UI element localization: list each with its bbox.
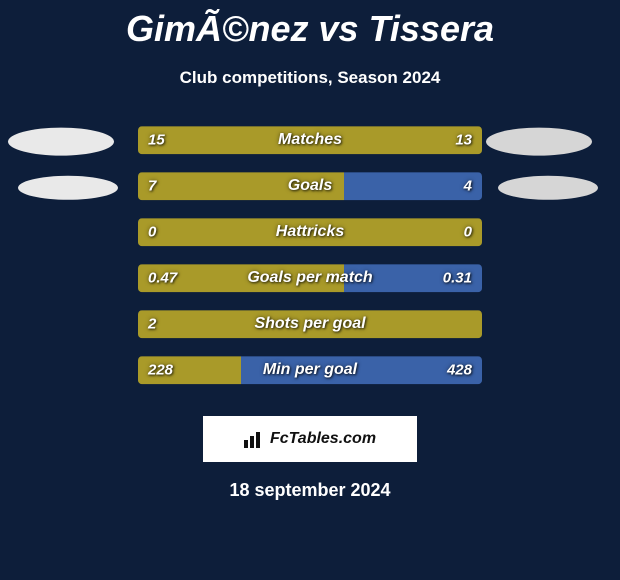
stat-bar: 228 428 Min per goal [138,356,482,384]
value-right: 0 [464,224,472,241]
stat-label: Goals per match [247,269,372,287]
stat-label: Goals [288,177,332,195]
value-right: 428 [447,362,472,379]
value-left: 0 [148,224,156,241]
stat-bar: 0 0 Hattricks [138,218,482,246]
decor-ellipse [8,128,114,156]
value-right: 4 [464,178,472,195]
stat-row: 0.47 0.31 Goals per match [0,258,620,304]
page-title: GimÃ©nez vs Tissera [0,0,620,50]
brand-text: FcTables.com [270,430,376,448]
stat-label: Hattricks [276,223,344,241]
stat-bar: 7 4 Goals [138,172,482,200]
value-left: 7 [148,178,156,195]
brand-logo: FcTables.com [203,416,417,462]
decor-ellipse [498,176,598,200]
subtitle: Club competitions, Season 2024 [0,68,620,88]
stat-label: Shots per goal [254,315,365,333]
stat-bar: 15 13 Matches [138,126,482,154]
date-label: 18 september 2024 [0,480,620,501]
stat-bar: 0.47 0.31 Goals per match [138,264,482,292]
stat-label: Min per goal [263,361,357,379]
stat-bar: 2 Shots per goal [138,310,482,338]
stat-row: 7 4 Goals [0,166,620,212]
value-left: 2 [148,316,156,333]
bar-fill-right [344,172,482,200]
bars-icon [244,430,264,448]
value-right: 0.31 [443,270,472,287]
value-left: 0.47 [148,270,177,287]
decor-ellipse [486,128,592,156]
value-left: 228 [148,362,173,379]
stat-row: 228 428 Min per goal [0,350,620,396]
stat-row: 2 Shots per goal [0,304,620,350]
value-left: 15 [148,132,165,149]
stat-label: Matches [278,131,342,149]
comparison-chart: 15 13 Matches 7 4 Goals 0 0 Hattricks 0.47 0.31 Goa… [0,120,620,396]
stat-row: 15 13 Matches [0,120,620,166]
decor-ellipse [18,176,118,200]
stat-row: 0 0 Hattricks [0,212,620,258]
value-right: 13 [455,132,472,149]
